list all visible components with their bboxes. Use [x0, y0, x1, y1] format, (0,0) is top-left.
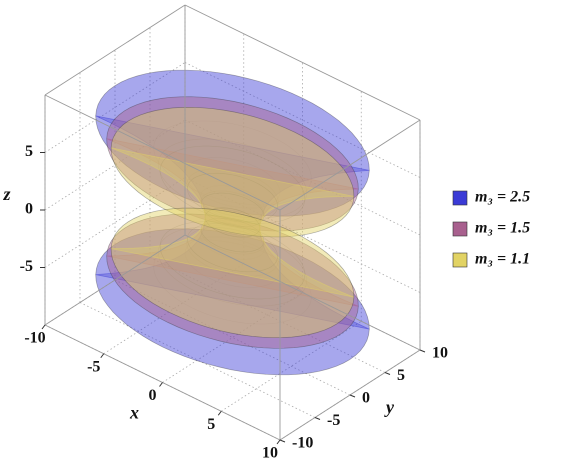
y-tick — [384, 372, 391, 375]
box-edge — [279, 119, 421, 211]
y-tick — [349, 394, 356, 398]
y-tick — [419, 349, 426, 353]
legend-label: m₃ = 1.5 — [475, 220, 530, 237]
surface-mesh — [204, 207, 261, 238]
surface-mesh — [204, 207, 261, 238]
surface-mesh — [159, 221, 306, 300]
surface-body — [95, 115, 370, 330]
legend-swatch — [452, 221, 468, 237]
y-tick — [314, 417, 321, 420]
surface-mesh — [187, 172, 278, 222]
legend-swatch — [452, 190, 468, 206]
y-tick-label: -10 — [292, 435, 313, 452]
box-layer — [40, 4, 426, 445]
x-tick-label: -10 — [24, 330, 45, 347]
x-tick — [41, 324, 46, 330]
box-edge — [184, 234, 421, 351]
x-tick-label: 0 — [149, 387, 157, 404]
legend-label: m₃ = 2.5 — [475, 189, 530, 206]
surface-rim — [110, 106, 355, 238]
surface-mesh — [200, 218, 265, 253]
y-tick-label: 0 — [362, 390, 370, 407]
box-edge — [44, 234, 186, 326]
surface-rim — [95, 228, 370, 376]
surface-mesh — [157, 226, 308, 307]
surface-mesh — [153, 120, 312, 206]
y-tick — [279, 439, 286, 443]
x-axis-label: x — [129, 403, 139, 423]
surface-mesh — [184, 157, 281, 209]
surface-mesh — [186, 168, 279, 218]
x-tick — [159, 382, 163, 387]
surface-mesh — [200, 220, 265, 255]
z-tick-label: 0 — [25, 201, 33, 218]
box-edge — [184, 4, 421, 121]
surface-mesh — [186, 227, 279, 277]
z-tick-label: -5 — [20, 258, 33, 275]
surface-mesh — [187, 223, 278, 273]
x-tick — [100, 353, 105, 359]
y-axis-label: y — [384, 397, 395, 417]
surface-mesh — [200, 190, 265, 225]
surface-rim — [95, 69, 370, 217]
z-tick-label: 5 — [25, 143, 33, 160]
y-tick-label: 5 — [397, 367, 405, 384]
surface-mesh — [200, 192, 265, 227]
y-tick-label: -5 — [327, 412, 340, 429]
legend-label: m₃ = 1.1 — [475, 251, 530, 268]
y-tick-label: 10 — [432, 345, 448, 362]
surface-mesh — [153, 239, 312, 325]
surface-rim — [110, 207, 355, 339]
legend-swatch — [452, 252, 468, 268]
surface-mesh — [157, 138, 308, 219]
x-tick — [217, 410, 222, 416]
x-tick-label: 5 — [207, 416, 215, 433]
x-tick-label: -5 — [87, 358, 100, 375]
label-layer: -10 -5 0 5 10 -10 -5 0 5 10 -5 0 5 x y z m₃ = 2.5 m₃ = 1.… — [2, 143, 530, 461]
surface-rim — [106, 96, 359, 232]
box-edge — [44, 4, 186, 96]
surface-body — [106, 138, 359, 307]
surface-rim — [106, 213, 359, 349]
z-axis-label: z — [2, 184, 10, 204]
surface-mesh — [204, 207, 261, 238]
box-edge — [44, 94, 281, 211]
surface-body — [110, 147, 355, 298]
x-tick-label: 10 — [262, 445, 278, 461]
surface-layer — [95, 69, 370, 376]
surface-mesh — [159, 145, 306, 224]
surface-mesh — [184, 236, 281, 288]
x-tick — [276, 439, 281, 445]
